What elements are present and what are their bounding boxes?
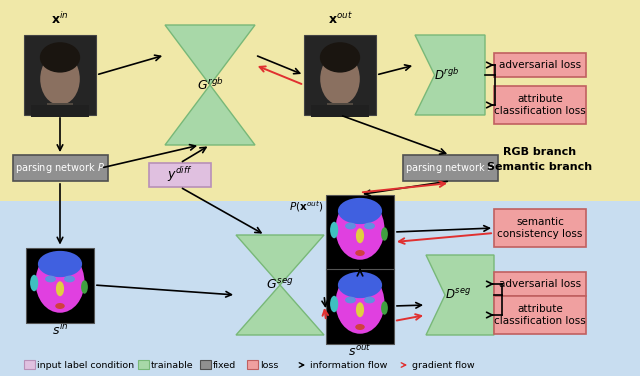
Ellipse shape (355, 324, 365, 330)
Ellipse shape (345, 223, 356, 229)
Bar (138, 360, 149, 369)
Bar (24, 35, 96, 115)
Text: parsing network $P$: parsing network $P$ (15, 161, 105, 175)
Bar (31, 105, 89, 117)
Bar (200, 360, 211, 369)
Ellipse shape (320, 42, 360, 73)
Bar (0, 0, 640, 201)
Bar (26, 247, 94, 323)
Text: $s^{in}$: $s^{in}$ (52, 323, 68, 338)
Ellipse shape (381, 301, 388, 315)
Ellipse shape (338, 198, 382, 224)
Text: input label condition: input label condition (37, 361, 134, 370)
Text: semantic
consistency loss: semantic consistency loss (497, 217, 582, 239)
Ellipse shape (356, 228, 364, 243)
Ellipse shape (45, 276, 56, 282)
Ellipse shape (335, 272, 385, 334)
Polygon shape (415, 35, 485, 115)
Ellipse shape (81, 280, 88, 294)
FancyBboxPatch shape (494, 53, 586, 77)
Ellipse shape (381, 227, 388, 241)
Text: $\mathbf{x}^{out}$: $\mathbf{x}^{out}$ (328, 11, 353, 27)
Ellipse shape (338, 272, 382, 298)
Bar (47, 103, 73, 117)
Bar (24, 360, 35, 369)
Polygon shape (236, 235, 324, 335)
Bar (326, 268, 394, 344)
Text: adversarial loss: adversarial loss (499, 279, 581, 289)
Ellipse shape (38, 251, 82, 277)
FancyBboxPatch shape (13, 155, 108, 181)
Ellipse shape (40, 42, 80, 73)
Text: $G^{seg}$: $G^{seg}$ (266, 278, 294, 292)
Polygon shape (426, 255, 494, 335)
Text: adversarial loss: adversarial loss (499, 60, 581, 70)
Bar (247, 360, 258, 369)
Polygon shape (165, 25, 255, 145)
Text: $s^{out}$: $s^{out}$ (348, 344, 372, 359)
Bar (304, 35, 376, 115)
Ellipse shape (355, 250, 365, 256)
Ellipse shape (55, 303, 65, 309)
Ellipse shape (345, 297, 356, 303)
Text: $\mathbf{x}^{in}$: $\mathbf{x}^{in}$ (51, 11, 68, 27)
Text: attribute
classification loss: attribute classification loss (494, 304, 586, 326)
Text: $D^{rgb}$: $D^{rgb}$ (435, 67, 460, 83)
FancyBboxPatch shape (494, 86, 586, 124)
FancyBboxPatch shape (149, 163, 211, 187)
Text: $y^{diff}$: $y^{diff}$ (167, 165, 193, 185)
FancyBboxPatch shape (403, 155, 497, 181)
Bar (326, 194, 394, 270)
Ellipse shape (364, 223, 375, 229)
Ellipse shape (335, 198, 385, 260)
Bar (327, 103, 353, 117)
Ellipse shape (56, 281, 64, 296)
Bar (311, 105, 369, 117)
Text: attribute
classification loss: attribute classification loss (494, 94, 586, 116)
Text: $G^{rgb}$: $G^{rgb}$ (196, 77, 223, 93)
Ellipse shape (330, 222, 339, 238)
Text: RGB branch: RGB branch (504, 147, 577, 157)
Ellipse shape (40, 53, 80, 105)
FancyBboxPatch shape (494, 272, 586, 296)
Text: information flow: information flow (310, 361, 387, 370)
Bar (0, 201, 640, 376)
Ellipse shape (330, 296, 339, 312)
Text: $D^{seg}$: $D^{seg}$ (445, 288, 471, 302)
Ellipse shape (356, 302, 364, 317)
Ellipse shape (35, 251, 84, 313)
Text: fixed: fixed (213, 361, 236, 370)
Text: $P(\mathbf{x}^{out})$: $P(\mathbf{x}^{out})$ (289, 200, 323, 214)
Ellipse shape (64, 276, 75, 282)
Text: gradient flow: gradient flow (412, 361, 475, 370)
Text: loss: loss (260, 361, 278, 370)
FancyBboxPatch shape (494, 209, 586, 247)
Ellipse shape (30, 275, 38, 291)
Text: Semantic branch: Semantic branch (488, 162, 593, 172)
FancyBboxPatch shape (494, 296, 586, 334)
Text: trainable: trainable (151, 361, 194, 370)
Ellipse shape (364, 297, 375, 303)
Text: parsing network $P$: parsing network $P$ (405, 161, 495, 175)
Ellipse shape (320, 53, 360, 105)
